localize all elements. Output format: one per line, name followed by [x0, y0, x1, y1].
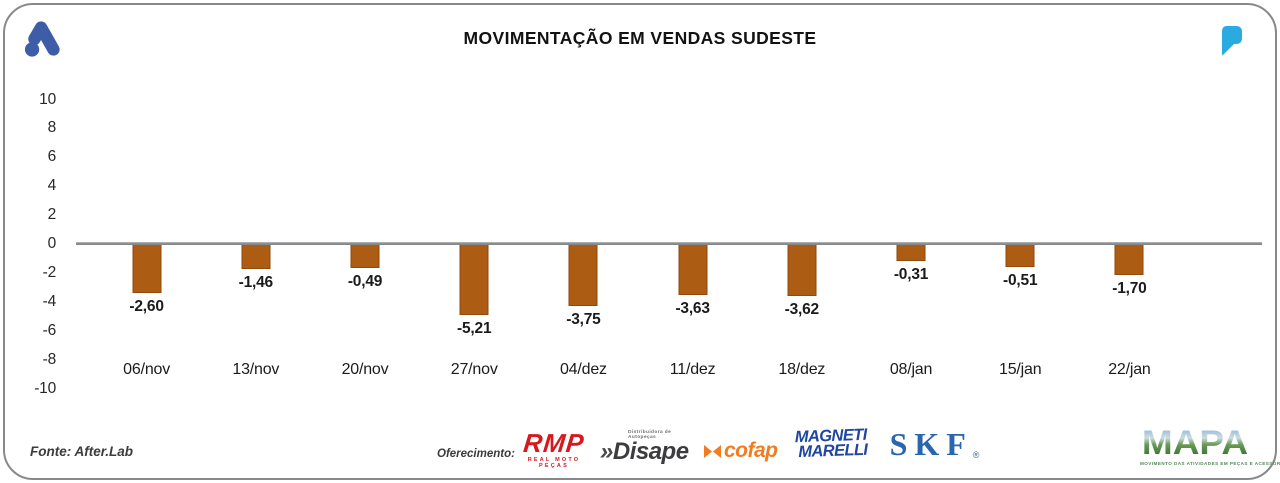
- bar: [787, 243, 817, 296]
- x-axis-label: 27/nov: [450, 361, 498, 378]
- bar-value-label: -2,60: [129, 298, 164, 315]
- bar-value-label: -0,49: [347, 273, 383, 290]
- disape-logo-text: »Disape: [600, 438, 689, 465]
- bar-column: -0,31: [856, 243, 965, 373]
- mapa-logo: MAPA MOVIMENTO DAS ATIVIDADES EM PEÇAS E…: [1140, 423, 1280, 466]
- skf-logo: SKF®: [882, 428, 987, 460]
- bar-value-label: -3,62: [784, 301, 820, 318]
- bar-value-label: -3,63: [675, 300, 710, 317]
- magneti-logo-line2: MARELLI: [797, 440, 868, 461]
- bar-column: -2,60: [92, 243, 201, 373]
- cofap-x-icon: [704, 444, 721, 458]
- bar: [896, 243, 926, 261]
- magneti-marelli-logo: MAGNETI MARELLI: [794, 426, 868, 461]
- x-axis-label: 20/nov: [341, 361, 389, 378]
- bar-value-label: -5,21: [457, 320, 492, 337]
- y-tick-label: 0: [47, 235, 57, 252]
- skf-logo-text: SKF: [889, 426, 973, 462]
- y-tick-label: 2: [47, 206, 57, 224]
- x-axis-label: 08/jan: [889, 361, 933, 378]
- mapa-tagline: MOVIMENTO DAS ATIVIDADES EM PEÇAS E ACES…: [1140, 461, 1280, 466]
- y-tick-label: 10: [39, 90, 56, 108]
- bar-column: -0,49: [310, 243, 419, 373]
- bar-value-label: -1,46: [238, 274, 274, 291]
- bar: [350, 243, 380, 268]
- bar: [1005, 243, 1035, 267]
- disape-logo: Distribuidora de Autopeças »Disape: [600, 430, 695, 465]
- bar: [1114, 243, 1144, 275]
- y-tick-label: 8: [47, 119, 57, 137]
- x-axis-label: 13/nov: [232, 361, 280, 378]
- zero-line: [76, 242, 1262, 245]
- bar-column: -0,51: [966, 243, 1075, 373]
- y-tick-label: -10: [34, 379, 56, 397]
- bar: [568, 243, 598, 306]
- x-axis-label: 11/dez: [669, 361, 716, 378]
- y-tick-label: -4: [42, 292, 57, 310]
- bar-column: -3,63: [638, 243, 747, 373]
- bar-column: -3,75: [529, 243, 638, 373]
- cofap-logo: cofap: [704, 439, 784, 462]
- bar-value-label: -0,51: [1003, 272, 1038, 289]
- y-tick-label: -2: [42, 263, 57, 281]
- bar-value-label: -1,70: [1112, 280, 1147, 297]
- quote-icon: [1222, 26, 1242, 56]
- card-border: [3, 3, 1277, 480]
- mapa-logo-text: MAPA: [1141, 423, 1249, 462]
- bar-column: -5,21: [420, 243, 529, 373]
- y-axis: 10 8 6 4 2 0 -2 -4 -6 -8 -10: [14, 0, 56, 420]
- bars-row: -2,60 -1,46 -0,49 -5,21 -3,75 -3,63 -3,62 -0,31…: [92, 243, 1184, 373]
- bar-column: -3,62: [747, 243, 856, 373]
- rmp-logo-subtitle: REAL MOTO PEÇAS: [527, 457, 581, 469]
- x-axis-label: 06/nov: [123, 361, 171, 378]
- x-axis-label: 22/jan: [1108, 361, 1151, 378]
- bar: [678, 243, 708, 295]
- y-tick-label: 6: [47, 148, 57, 166]
- sponsorship-label: Oferecimento:: [437, 448, 515, 460]
- y-tick-label: -6: [42, 321, 57, 339]
- x-axis-label: 15/jan: [999, 361, 1042, 378]
- chart-title: MOVIMENTAÇÃO EM VENDAS SUDESTE: [463, 28, 817, 48]
- source-text: Fonte: After.Lab: [30, 444, 133, 459]
- bar: [241, 243, 271, 269]
- skf-registered-mark: ®: [972, 450, 980, 460]
- bar-value-label: -3,75: [566, 311, 601, 328]
- bar-column: -1,46: [201, 243, 310, 373]
- x-axis-label: 04/dez: [559, 361, 607, 378]
- bar-column: -1,70: [1075, 243, 1184, 373]
- cofap-logo-text: cofap: [724, 439, 778, 462]
- rmp-logo-text: RMP: [522, 428, 586, 458]
- y-tick-label: -8: [42, 350, 57, 368]
- bar: [132, 243, 162, 293]
- y-tick-label: 4: [47, 177, 57, 195]
- bar-value-label: -0,31: [893, 266, 929, 283]
- rmp-logo: RMP REAL MOTO PEÇAS: [515, 428, 593, 469]
- disape-logo-subtitle: Distribuidora de Autopeças: [628, 430, 672, 440]
- disape-chevrons: »: [600, 438, 613, 465]
- after-lab-logo-icon: [24, 21, 60, 57]
- x-axis-label: 18/dez: [778, 361, 826, 378]
- bar: [459, 243, 489, 315]
- x-axis: 06/nov 13/nov 20/nov 27/nov 04/dez 11/dez 18/d…: [92, 361, 1184, 379]
